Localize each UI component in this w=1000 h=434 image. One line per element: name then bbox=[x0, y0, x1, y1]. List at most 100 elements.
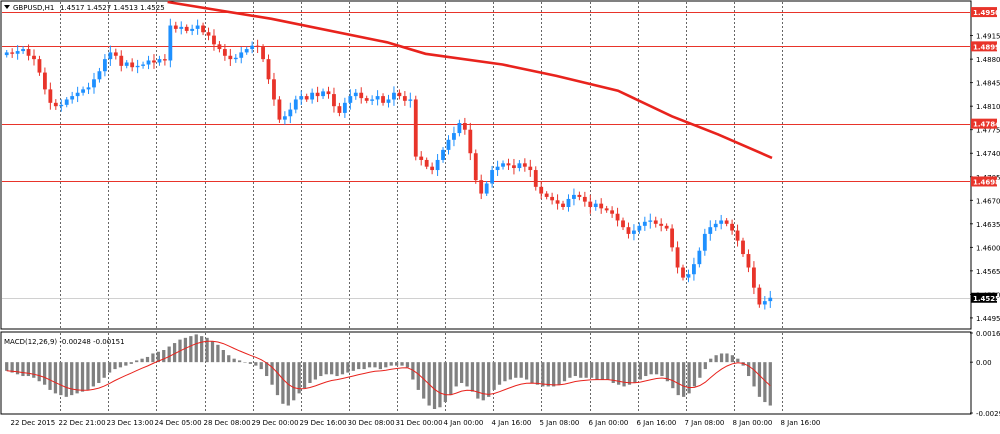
macd-bar bbox=[156, 351, 160, 363]
candle bbox=[162, 54, 167, 66]
macd-bar bbox=[400, 362, 404, 366]
macd-bar bbox=[763, 362, 767, 403]
macd-bar bbox=[508, 362, 512, 380]
candle bbox=[544, 191, 549, 200]
candle bbox=[397, 89, 402, 100]
macd-bar bbox=[394, 362, 399, 366]
candle bbox=[228, 48, 233, 66]
candle bbox=[81, 86, 85, 96]
candle bbox=[702, 228, 707, 256]
macd-bar bbox=[265, 362, 269, 377]
macd-histogram bbox=[5, 334, 772, 410]
macd-signal-path bbox=[6, 340, 771, 396]
candle bbox=[288, 102, 293, 124]
macd-bar bbox=[644, 362, 648, 377]
candle bbox=[179, 21, 184, 35]
candle bbox=[675, 241, 680, 274]
chart-header: GBPUSD,H1 1.4517 1.4527 1.4513 1.4525 bbox=[4, 4, 165, 12]
candle bbox=[152, 54, 156, 69]
candle bbox=[741, 237, 745, 257]
candle bbox=[168, 18, 173, 68]
moving-average-line bbox=[167, 0, 773, 160]
chevron-down-icon[interactable] bbox=[4, 5, 10, 9]
macd-bar bbox=[654, 362, 659, 375]
candle bbox=[386, 94, 391, 108]
candle bbox=[250, 41, 255, 54]
macd-bar bbox=[535, 362, 540, 385]
macd-bar bbox=[194, 334, 198, 363]
macd-bar bbox=[216, 344, 220, 363]
macd-bar bbox=[254, 362, 258, 366]
macd-bar bbox=[330, 362, 334, 375]
candle bbox=[97, 67, 102, 83]
macd-bar bbox=[80, 362, 85, 392]
svg-text:1.4784: 1.4784 bbox=[973, 121, 1000, 129]
macd-bar bbox=[210, 341, 215, 363]
svg-text:1.4698: 1.4698 bbox=[973, 178, 1000, 186]
macd-bar bbox=[649, 362, 653, 375]
candle bbox=[430, 162, 435, 175]
macd-bar bbox=[48, 362, 52, 390]
candle bbox=[315, 86, 320, 103]
macd-bar bbox=[443, 362, 447, 403]
candle bbox=[599, 198, 604, 214]
candle bbox=[190, 24, 195, 36]
candle bbox=[708, 220, 713, 241]
candle bbox=[692, 257, 696, 281]
candle bbox=[686, 269, 691, 283]
candle bbox=[299, 90, 304, 105]
candle bbox=[582, 191, 587, 207]
candle bbox=[730, 219, 735, 235]
macd-bar bbox=[15, 362, 20, 375]
macd-bar bbox=[568, 362, 572, 378]
x-tick-label: 7 Jan 08:00 bbox=[685, 419, 725, 427]
svg-text:1.4525: 1.4525 bbox=[973, 295, 1000, 303]
macd-bar bbox=[243, 362, 247, 363]
candle bbox=[201, 22, 205, 36]
macd-bar bbox=[514, 362, 518, 378]
macd-bar bbox=[622, 362, 626, 387]
macd-bar bbox=[497, 362, 502, 385]
macd-bar bbox=[682, 362, 686, 397]
candle bbox=[141, 61, 145, 69]
macd-bar bbox=[465, 362, 469, 387]
macd-bar bbox=[275, 362, 280, 396]
x-tick-label: 8 Jan 00:00 bbox=[733, 419, 773, 427]
macd-bar bbox=[671, 362, 675, 389]
candle bbox=[64, 97, 69, 108]
x-tick-label: 29 Dec 00:00 bbox=[252, 419, 299, 427]
current-price-label: 1.4525 bbox=[971, 292, 1000, 303]
macd-bar bbox=[676, 362, 680, 396]
candle bbox=[255, 39, 260, 53]
y-tick-label: 1.4845 bbox=[976, 80, 1000, 88]
macd-bar bbox=[627, 362, 632, 385]
candle bbox=[752, 261, 756, 295]
macd-bar bbox=[557, 362, 561, 385]
candle bbox=[375, 90, 380, 106]
y-tick-label: 1.4600 bbox=[976, 244, 1000, 252]
macd-bar bbox=[324, 362, 328, 375]
macd-panel-frame bbox=[0, 331, 972, 415]
candle bbox=[113, 48, 118, 60]
macd-bar bbox=[692, 362, 697, 387]
candle bbox=[266, 54, 271, 84]
macd-bar bbox=[665, 362, 670, 382]
macd-bar bbox=[308, 362, 312, 383]
candle bbox=[528, 159, 533, 177]
macd-axis: 0.00168 0.00 -0.00293 bbox=[970, 330, 1000, 418]
candle bbox=[588, 194, 593, 214]
x-tick-label: 4 Jan 00:00 bbox=[444, 419, 484, 427]
macd-bar bbox=[757, 362, 762, 397]
x-tick-label: 28 Dec 08:00 bbox=[204, 419, 251, 427]
candle bbox=[462, 117, 467, 135]
macd-bar bbox=[270, 362, 274, 385]
candles bbox=[4, 18, 773, 310]
macd-bar bbox=[405, 362, 410, 368]
candle bbox=[342, 97, 347, 118]
macd-bar bbox=[698, 362, 702, 378]
macd-bar bbox=[335, 362, 339, 377]
candle bbox=[42, 67, 47, 95]
macd-bar bbox=[449, 362, 453, 396]
price-axis: 1.4915 1.4880 1.4845 1.4810 1.4775 1.4740 1.47… bbox=[970, 7, 1000, 323]
candle bbox=[533, 166, 538, 191]
